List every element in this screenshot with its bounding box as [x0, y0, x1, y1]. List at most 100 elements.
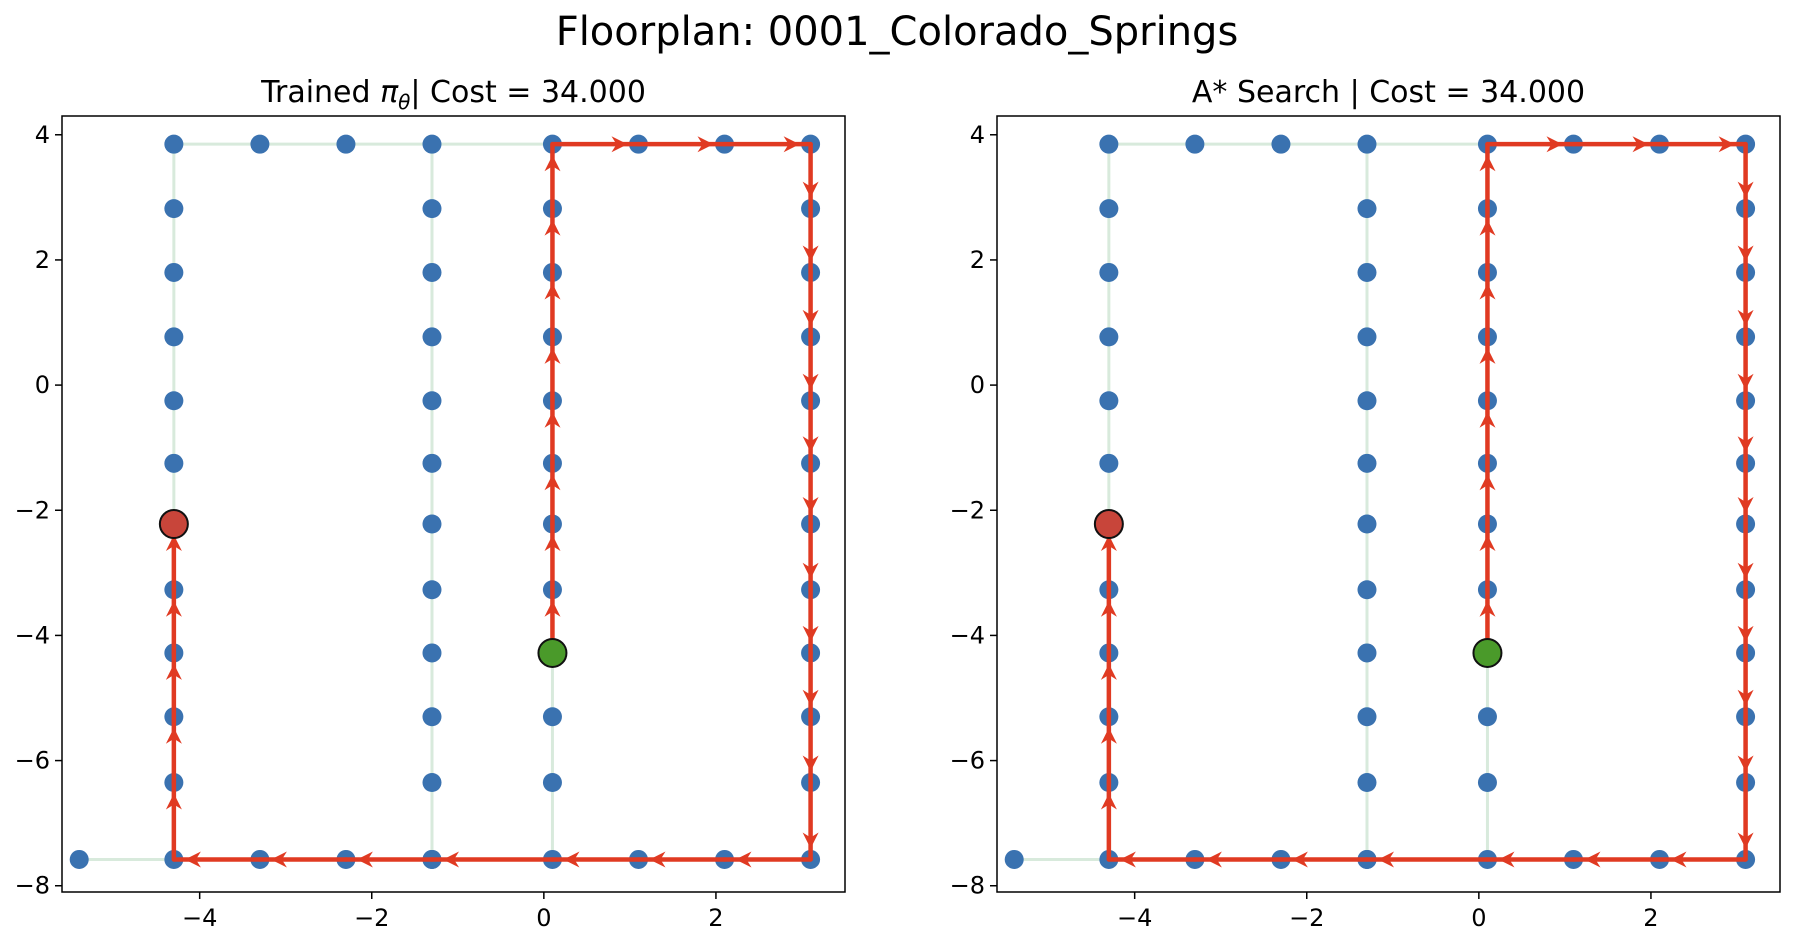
- path-arrowhead: [802, 689, 819, 706]
- goal-marker: [1093, 509, 1124, 540]
- path-arrowhead: [1100, 600, 1117, 617]
- path-arrowhead: [735, 851, 752, 868]
- path-arrowhead: [1584, 851, 1601, 868]
- graph-node: [164, 262, 184, 282]
- graph-node: [1357, 772, 1377, 792]
- path-arrowhead: [1378, 851, 1394, 868]
- path-arrowhead: [1100, 535, 1117, 551]
- path-arrowhead: [1737, 689, 1754, 706]
- path-arrowhead: [802, 625, 819, 642]
- y-tick-label: −2: [15, 496, 50, 524]
- subplot-title-prefix: A* Search | Cost = 34.000: [1192, 75, 1585, 110]
- path-arrowhead: [649, 851, 666, 868]
- graph-node: [542, 707, 562, 727]
- graph-node: [1477, 707, 1497, 727]
- start-marker: [537, 637, 568, 668]
- y-tick-label: −4: [950, 621, 985, 649]
- path-arrowhead: [1100, 793, 1117, 810]
- x-tick-label: 0: [536, 904, 551, 932]
- graph-node: [1099, 453, 1119, 473]
- path-arrowhead: [1632, 136, 1649, 153]
- graph-node: [1099, 262, 1119, 282]
- path-arrowhead: [165, 793, 182, 810]
- graph-node: [422, 134, 442, 154]
- axes-frame: [61, 115, 846, 893]
- graph-node: [1271, 134, 1291, 154]
- x-tick-label: −2: [1289, 904, 1324, 932]
- graph-node: [164, 391, 184, 411]
- y-tick-label: −2: [950, 496, 985, 524]
- path-arrowhead: [1737, 373, 1754, 390]
- path-arrowhead: [802, 181, 819, 198]
- graph-node: [336, 134, 356, 154]
- subplot-title-symbol: π: [380, 75, 399, 110]
- path-arrowhead: [1737, 625, 1754, 642]
- graph-node: [422, 327, 442, 347]
- figure-suptitle: Floorplan: 0001_Colorado_Springs: [556, 9, 1239, 55]
- graph-node: [1004, 849, 1024, 869]
- path-arrowhead: [544, 411, 561, 428]
- path-arrowhead: [1100, 727, 1117, 744]
- x-tick-label: −4: [1117, 904, 1152, 932]
- path-arrowhead: [544, 347, 561, 364]
- x-tick-label: −2: [354, 904, 389, 932]
- subplot-title-suffix: | Cost = 34.000: [410, 75, 646, 110]
- graph-node: [69, 849, 89, 869]
- path-arrowhead: [1479, 347, 1496, 364]
- path-arrowhead: [1737, 562, 1754, 579]
- graph-node: [1477, 772, 1497, 792]
- path-arrowhead: [1737, 832, 1754, 849]
- path-arrowhead: [1479, 535, 1496, 551]
- y-tick-label: 4: [970, 121, 985, 149]
- path-arrowhead: [802, 245, 819, 262]
- path-arrowhead: [544, 283, 561, 300]
- subplot-title: Trained πθ| Cost = 34.000: [260, 75, 646, 114]
- path-arrowhead: [1100, 663, 1117, 680]
- path-arrowhead: [1737, 245, 1754, 262]
- subplot-title-prefix: Trained: [260, 75, 380, 110]
- graph-node: [1357, 391, 1377, 411]
- graph-node: [164, 327, 184, 347]
- graph-node: [1357, 199, 1377, 219]
- path-arrowhead: [1737, 181, 1754, 198]
- x-tick-label: 2: [708, 904, 723, 932]
- x-tick-label: 0: [1471, 904, 1486, 932]
- path-arrowhead: [443, 851, 459, 868]
- path-arrowhead: [563, 851, 580, 868]
- y-tick-label: 2: [35, 246, 50, 274]
- graph-node: [1099, 327, 1119, 347]
- path-arrowhead: [802, 562, 819, 579]
- path-arrowhead: [165, 663, 182, 680]
- y-tick-label: −8: [950, 872, 985, 900]
- path-arrowhead: [165, 727, 182, 744]
- path-arrowhead: [802, 436, 819, 453]
- graph-node: [422, 262, 442, 282]
- path-arrowhead: [802, 755, 819, 772]
- graph-node: [1185, 134, 1205, 154]
- path-arrowhead: [697, 136, 714, 153]
- x-tick-label: 2: [1643, 904, 1658, 932]
- path-arrowhead: [1546, 136, 1563, 153]
- path-arrowhead: [544, 535, 561, 551]
- path-arrowhead: [1479, 600, 1496, 617]
- y-tick-label: −6: [15, 747, 50, 775]
- y-tick-label: 4: [35, 121, 50, 149]
- path-arrowhead: [1119, 851, 1136, 868]
- path-arrowhead: [165, 535, 182, 551]
- path-arrowhead: [544, 155, 561, 172]
- path-arrowhead: [783, 136, 800, 153]
- path-arrowhead: [1291, 851, 1308, 868]
- path-arrowhead: [544, 219, 561, 236]
- graph-node: [1357, 327, 1377, 347]
- path-arrowhead: [1737, 309, 1754, 326]
- y-tick-label: 0: [970, 371, 985, 399]
- graph-node: [1357, 134, 1377, 154]
- y-tick-label: −4: [15, 621, 50, 649]
- graph-node: [422, 772, 442, 792]
- graph-node: [422, 514, 442, 534]
- graph-node: [1099, 134, 1119, 154]
- y-tick-label: 0: [35, 371, 50, 399]
- goal-marker: [158, 509, 189, 540]
- path-arrowhead: [165, 600, 182, 617]
